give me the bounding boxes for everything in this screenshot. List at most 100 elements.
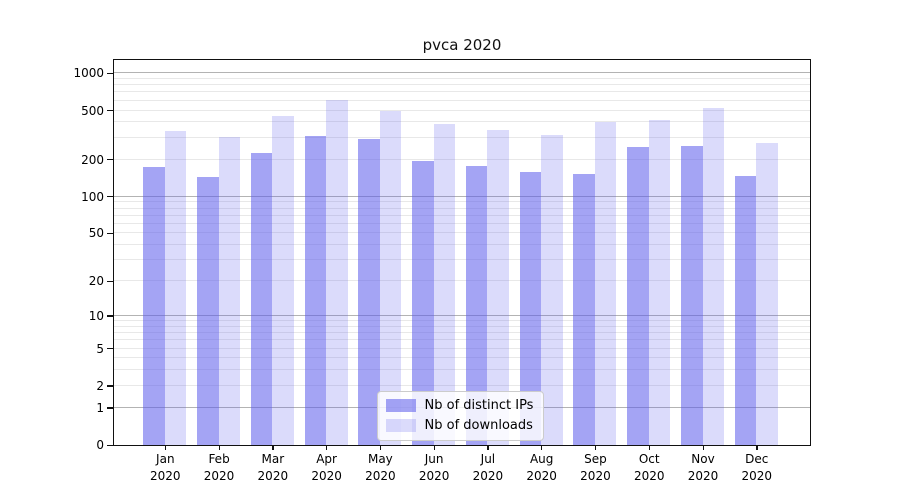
x-axis-tick xyxy=(218,445,220,450)
chart-title: pvca 2020 xyxy=(422,36,502,54)
bar-downloads-sep xyxy=(594,122,617,445)
x-axis-tick xyxy=(648,445,651,450)
x-tick-label: Sep 2020 xyxy=(580,452,611,483)
bar-downloads-aug xyxy=(541,135,563,445)
bar-downloads-dec xyxy=(756,143,778,445)
gridline-minor xyxy=(113,339,810,341)
x-tick-label: Dec 2020 xyxy=(741,452,773,483)
x-axis-tick xyxy=(487,445,489,450)
gridline-major xyxy=(113,314,810,316)
bar-ips-jan xyxy=(143,167,165,445)
gridline-minor xyxy=(113,201,810,203)
x-axis-tick xyxy=(756,445,758,450)
gridline-minor xyxy=(113,84,810,86)
gridline-minor xyxy=(113,320,810,322)
x-axis-tick xyxy=(164,445,167,450)
bar-downloads-mar xyxy=(272,116,294,445)
x-axis-tick xyxy=(326,445,328,450)
plot-area: Nb of distinct IPs Nb of downloads xyxy=(112,58,811,446)
gridline-minor xyxy=(113,136,810,138)
y-tick-label: 50 xyxy=(88,226,104,241)
legend-label: Nb of downloads xyxy=(424,417,533,433)
gridline-minor xyxy=(113,369,810,371)
gridline-minor xyxy=(113,244,810,246)
bar-ips-jun xyxy=(412,160,434,445)
x-tick-label: Nov 2020 xyxy=(687,452,719,483)
gridline-minor xyxy=(113,347,810,349)
x-axis-tick xyxy=(594,445,597,450)
x-axis-tick xyxy=(702,445,704,450)
y-axis-tick xyxy=(106,232,113,235)
x-tick-label: Oct 2020 xyxy=(633,452,665,483)
gridline-minor xyxy=(113,77,810,79)
bar-ips-mar xyxy=(250,153,273,445)
y-axis-tick xyxy=(106,196,113,198)
bar-downloads-apr xyxy=(326,99,348,445)
bar-downloads-jun xyxy=(433,124,456,445)
bar-ips-may xyxy=(358,138,380,445)
y-tick-label: 5 xyxy=(96,341,104,356)
y-axis-tick xyxy=(106,444,113,446)
x-tick-label: Jun 2020 xyxy=(418,452,450,483)
gridline-minor xyxy=(113,384,810,386)
x-tick-label: Jan 2020 xyxy=(150,452,181,483)
bar-downloads-feb xyxy=(218,137,241,445)
bar-downloads-nov xyxy=(702,107,724,445)
bar-ips-apr xyxy=(304,136,327,445)
y-tick-label: 100 xyxy=(81,189,104,204)
y-axis-tick xyxy=(106,72,113,75)
x-tick-label: Aug 2020 xyxy=(526,452,557,483)
x-tick-label: May 2020 xyxy=(365,452,396,483)
y-tick-label: 1 xyxy=(96,400,104,415)
gridline-major xyxy=(113,195,810,197)
gridline-minor xyxy=(113,259,810,261)
bar-ips-jul xyxy=(465,166,488,445)
x-axis-tick xyxy=(433,445,435,450)
y-tick-label: 10 xyxy=(88,308,104,323)
x-axis-tick xyxy=(541,445,543,450)
x-tick-label: Apr 2020 xyxy=(311,452,342,483)
gridline-minor xyxy=(113,158,810,160)
gridline-minor xyxy=(113,332,810,334)
bar-ips-oct xyxy=(627,147,649,445)
y-tick-label: 0 xyxy=(96,438,104,452)
y-axis-tick xyxy=(106,110,113,112)
legend-row: Nb of distinct IPs xyxy=(385,397,534,414)
x-tick-label: Mar 2020 xyxy=(257,452,289,483)
bar-ips-nov xyxy=(681,145,703,445)
gridline-minor xyxy=(113,232,810,234)
gridline-minor xyxy=(113,109,810,111)
gridline-minor xyxy=(113,222,810,224)
y-axis-tick xyxy=(106,348,113,350)
y-tick-label: 1000 xyxy=(73,66,104,81)
legend-swatch-icon xyxy=(385,399,416,412)
y-axis-tick xyxy=(106,159,113,161)
bar-downloads-jul xyxy=(487,129,509,445)
y-axis-tick xyxy=(106,315,113,317)
gridline-minor xyxy=(113,357,810,359)
bar-ips-dec xyxy=(734,176,757,445)
bar-downloads-oct xyxy=(648,119,671,445)
legend-swatch-icon xyxy=(385,419,416,432)
y-tick-label: 200 xyxy=(81,152,104,167)
x-axis-tick xyxy=(272,445,274,450)
legend-label: Nb of distinct IPs xyxy=(424,397,534,413)
legend-row: Nb of downloads xyxy=(385,417,534,434)
legend: Nb of distinct IPs Nb of downloads xyxy=(376,390,545,441)
bar-downloads-jan xyxy=(164,131,187,445)
gridline-minor xyxy=(113,214,810,216)
x-axis-tick xyxy=(379,445,382,450)
y-tick-label: 500 xyxy=(81,103,104,118)
x-tick-label: Jul 2020 xyxy=(472,452,504,483)
gridline-minor xyxy=(113,280,810,282)
bar-ips-feb xyxy=(197,176,219,445)
gridline-minor xyxy=(113,325,810,327)
y-axis-tick xyxy=(106,407,113,409)
gridline-minor xyxy=(113,207,810,209)
y-axis-tick xyxy=(106,385,113,387)
y-tick-label: 20 xyxy=(88,274,104,289)
bar-ips-aug xyxy=(519,172,542,445)
gridline-major xyxy=(113,72,810,74)
x-tick-label: Feb 2020 xyxy=(203,452,235,483)
